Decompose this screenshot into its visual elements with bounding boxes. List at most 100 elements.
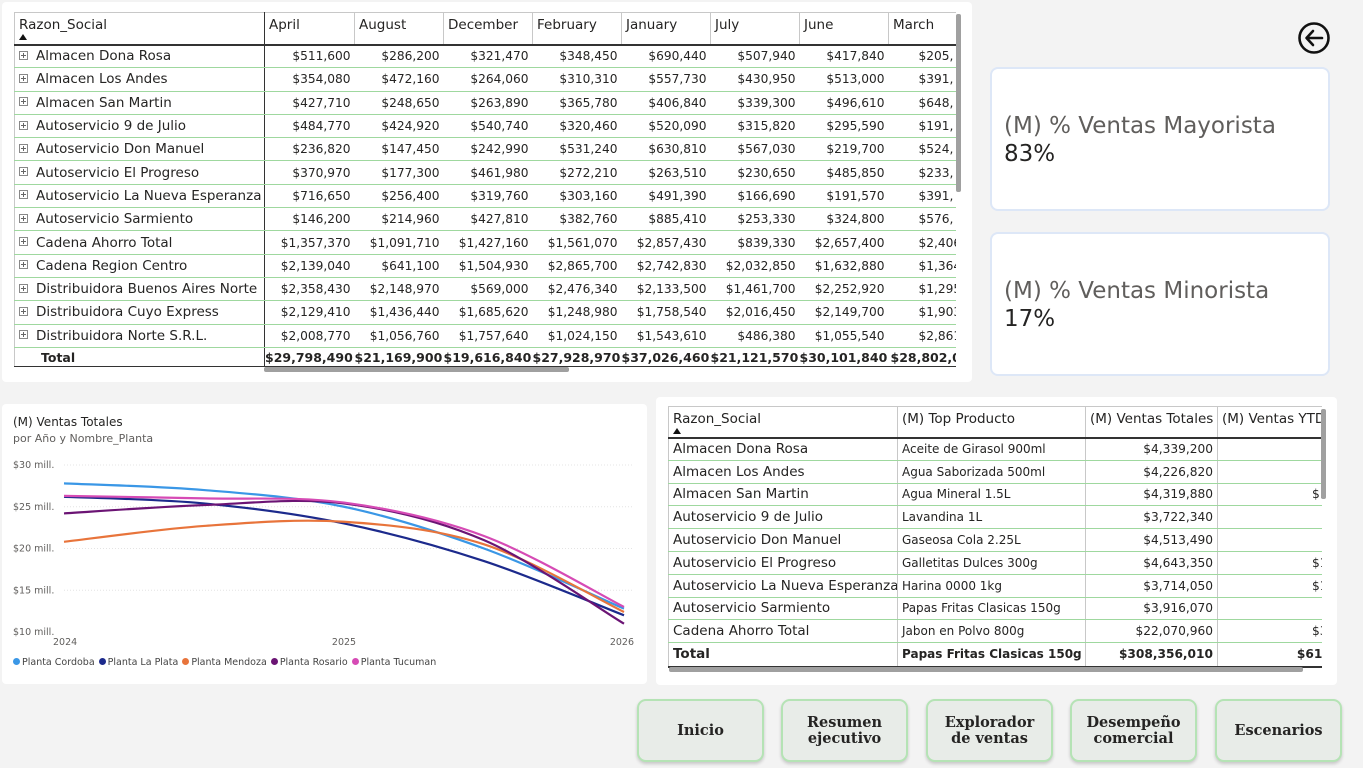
matrix-cell: $716,650 [264,184,355,209]
nav-button-escenarios[interactable]: Escenarios [1215,699,1342,762]
matrix-cell: $1,056,760 [354,324,444,348]
row-header: Autoservicio 9 de Julio [14,114,265,139]
back-button[interactable] [1297,21,1331,55]
column-header-month[interactable]: June [799,12,889,46]
matrix-horizontal-scrollbar[interactable] [264,367,569,372]
matrix-cell: $177,300 [354,160,444,185]
column-header-razon-social[interactable]: Razon_Social [14,12,265,46]
legend-label: Planta Cordoba [22,657,95,668]
chart-title: (M) Ventas Totales [13,415,123,429]
column-header[interactable]: (M) Ventas YTD [1217,406,1322,439]
legend-item[interactable]: Planta Cordoba [13,657,95,668]
matrix-cell: $219,700 [799,137,889,162]
expand-row-icon[interactable] [19,50,28,60]
table-row: Autoservicio Don Manuel Gaseosa Cola 2.25… [668,528,1322,552]
matrix-cell: $576, [888,207,956,232]
matrix-row: Distribuidora Buenos Aires Norte $2,358,4… [14,277,956,302]
legend-item[interactable]: Planta Rosario [270,657,348,668]
series-line-planta-mendoza[interactable] [63,519,625,613]
expand-row-icon[interactable] [19,213,28,223]
y-tick-label: $25 mill. [13,502,54,513]
legend-item[interactable]: Planta La Plata [98,657,178,668]
expand-row-icon[interactable] [19,260,28,270]
matrix-cell: $1,757,640 [443,324,533,348]
matrix-cell: $485,850 [799,160,889,185]
matrix-row: Cadena Region Centro $2,139,040 $641,100 $1… [14,254,956,278]
matrix-row: Autoservicio Don Manuel $236,820 $147,450 $… [14,137,956,162]
matrix-body: Almacen Dona Rosa $511,600 $286,200 $321,47… [14,44,956,367]
nav-button-inicio[interactable]: Inicio [637,699,764,762]
matrix-row: Autoservicio El Progreso $370,970 $177,300… [14,160,956,185]
series-line-planta-cordoba[interactable] [63,482,625,610]
expand-row-icon[interactable] [19,330,28,340]
column-header[interactable]: (M) Ventas Totales [1085,406,1218,439]
column-header-month[interactable]: February [532,12,622,46]
matrix-cell: $540,740 [443,114,533,139]
row-label: Autoservicio El Progreso [36,164,200,181]
column-header-month[interactable]: April [264,12,355,46]
table-cell-ytd: $798,93 [1217,437,1322,461]
column-header-month[interactable]: January [621,12,711,46]
nav-button-resumen-ejecutivo[interactable]: Resumen ejecutivo [781,699,908,762]
matrix-cell: $690,440 [621,44,711,69]
table-cell-name: Almacen Los Andes [668,460,898,484]
legend-item[interactable]: Planta Mendoza [182,657,267,668]
table-row: Autoservicio La Nueva Esperanza Harina 00… [668,574,1322,598]
matrix-vertical-scrollbar[interactable] [956,14,961,192]
row-label: Autoservicio Don Manuel [36,141,205,158]
line-chart: $10 mill. $15 mill. $20 mill. $25 mill. $30 … [13,460,634,648]
column-header[interactable]: Razon_Social [668,406,898,439]
table-row: Almacen Los Andes Agua Saborizada 500ml $4… [668,460,1322,484]
column-header-month[interactable]: March [888,12,956,46]
legend-label: Planta Mendoza [191,657,267,668]
matrix-cell: $1,364, [888,254,956,278]
nav-button-explorador-de-ventas[interactable]: Explorador de ventas [926,699,1053,762]
expand-row-icon[interactable] [19,306,28,316]
series-line-planta-la-plata[interactable] [63,495,625,617]
sort-ascending-icon [673,428,681,434]
column-header-month[interactable]: July [710,12,800,46]
matrix-cell: $166,690 [710,184,800,209]
matrix-cell: $1,427,160 [443,230,533,255]
table-cell-name: Autoservicio 9 de Julio [668,505,898,530]
column-header[interactable]: (M) Top Producto [897,406,1086,439]
table-cell-total: $4,513,490 [1085,528,1218,552]
matrix-cell: $2,129,410 [264,300,355,325]
matrix-cell: $885,410 [621,207,711,232]
x-tick-label: 2024 [53,637,77,648]
kpi-card-mayorista: (M) % Ventas Mayorista 83% [990,67,1330,211]
matrix-cell: $310,310 [532,67,622,92]
matrix-cell: $391, [888,184,956,209]
matrix-cell: $315,820 [710,114,800,139]
series-line-planta-tucuman[interactable] [63,494,625,608]
column-header-month[interactable]: December [443,12,533,46]
matrix-row: Distribuidora Norte S.R.L. $2,008,770 $1,0… [14,324,956,348]
expand-row-icon[interactable] [19,73,28,83]
expand-row-icon[interactable] [19,237,28,247]
table-cell-ytd: $1,000,72 [1217,574,1322,598]
column-header-month[interactable]: August [354,12,444,46]
expand-row-icon[interactable] [19,167,28,177]
matrix-cell: $496,610 [799,91,889,115]
expand-row-icon[interactable] [19,283,28,293]
nav-button-desempeno-comercial[interactable]: Desempeño comercial [1070,699,1197,762]
matrix-cell: $1,903, [888,300,956,325]
legend-label: Planta Tucuman [360,657,437,668]
table-vertical-scrollbar[interactable] [1321,409,1326,499]
matrix-cell: $248,650 [354,91,444,115]
row-header: Cadena Region Centro [14,254,265,278]
matrix-cell: $2,139,040 [264,254,355,278]
expand-row-icon[interactable] [19,97,28,107]
expand-row-icon[interactable] [19,143,28,153]
expand-row-icon[interactable] [19,120,28,130]
expand-row-icon[interactable] [19,190,28,200]
legend-item[interactable]: Planta Tucuman [351,657,437,668]
table-cell-name: Almacen Dona Rosa [668,437,898,461]
matrix-row: Autoservicio La Nueva Esperanza $716,650 $… [14,184,956,209]
table-cell-total: $4,226,820 [1085,460,1218,484]
kpi-value: 17% [1004,306,1056,332]
table-horizontal-scrollbar[interactable] [669,667,1303,672]
matrix-cell: $1,436,440 [354,300,444,325]
chart-legend: Planta Cordoba Planta La Plata Planta Mend… [13,657,436,668]
matrix-cell: $324,800 [799,207,889,232]
